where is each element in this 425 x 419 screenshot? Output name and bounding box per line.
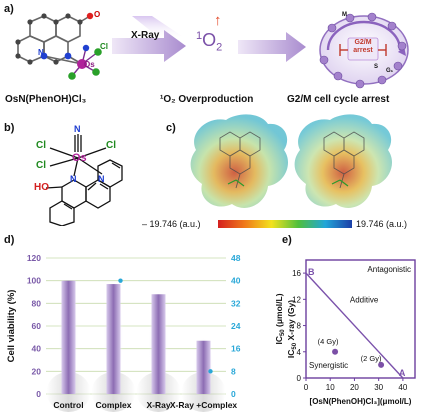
singlet-oxygen-sub: 2 xyxy=(216,41,223,54)
y-axis-label-ic: IC xyxy=(286,350,296,359)
overproduction-caption: ¹O₂ Overproduction xyxy=(160,94,254,105)
y-tick-label: 40 xyxy=(32,344,42,354)
singlet-oxygen: 1O2 xyxy=(196,30,222,54)
panel-b-label: b) xyxy=(4,122,15,134)
x-tick-label: X-Ray +Complex xyxy=(170,400,238,410)
isobologram-chart: 0 10 20 30 40 0 4 8 12 16 B A (4 Gy) (2 Gy) Antagonist… xyxy=(274,259,416,406)
atom-label-o: O xyxy=(94,10,101,19)
y-axis-label-rest: X-ray (Gy) xyxy=(286,300,296,343)
atom-label-cl-upper-left: Cl xyxy=(36,140,46,151)
y2-tick-label: 32 xyxy=(231,298,241,308)
endpoint-a-label: A xyxy=(399,368,406,378)
y2-tick-label: 16 xyxy=(231,344,241,354)
atom-label-cl-left: Cl xyxy=(36,160,46,171)
bar-control xyxy=(61,280,76,394)
y-tick-label: 60 xyxy=(32,321,42,331)
y-tick-label: 0 xyxy=(36,389,41,399)
y-tick-label: 20 xyxy=(32,366,42,376)
y2-tick-label: 48 xyxy=(231,253,241,263)
scale-max-label: 19.746 (a.u.) xyxy=(356,219,408,229)
y-axis-label: Cell viability (%) xyxy=(6,290,17,363)
singlet-oxygen-base: O xyxy=(202,30,217,50)
y2-tick-label: 40 xyxy=(231,276,241,286)
xray-arrow xyxy=(112,16,186,62)
bar-x-ray xyxy=(151,294,166,394)
complex-dot xyxy=(208,369,213,374)
up-arrow-icon: ↑ xyxy=(214,12,222,29)
y2-tick-label: 24 xyxy=(231,321,241,331)
x-axis-label: [OsN(PhenOH)Cl₃](μmol/L) xyxy=(310,397,412,406)
data-point xyxy=(378,361,385,368)
cell-viability-chart: 0 20 40 60 80 100 120 0 8 16 24 32 40 48 Cell viabilit… xyxy=(6,253,241,412)
x-tick-label: 20 xyxy=(350,383,359,392)
x-tick-label: Complex xyxy=(96,400,132,410)
atom-label-n-right: N xyxy=(98,174,105,184)
cell-cycle-arrow xyxy=(238,32,306,62)
secondary-label-ic: IC xyxy=(274,336,284,345)
atom-label-n-left: N xyxy=(70,174,77,184)
atom-label-n-top: N xyxy=(74,124,81,134)
panel-c-label: c) xyxy=(166,122,176,134)
complex-dot xyxy=(118,278,123,283)
panel-e-label: e) xyxy=(282,234,292,246)
scale-min-label: – 19.746 (a.u.) xyxy=(142,219,201,229)
point-label: (4 Gy) xyxy=(318,337,339,346)
x-tick-label: 10 xyxy=(326,383,335,392)
y-tick-label: 120 xyxy=(27,253,41,263)
secondary-label-sub: 50 xyxy=(280,329,286,336)
atom-label-n: N xyxy=(38,48,44,57)
phase-label-m: M xyxy=(342,12,347,18)
x-tick-label: Control xyxy=(53,400,83,410)
additive-line xyxy=(305,272,404,379)
point-label: (2 Gy) xyxy=(361,354,382,363)
y-tick-label: 8 xyxy=(297,322,302,331)
panel-d-label: d) xyxy=(4,234,15,246)
y-tick-label: 100 xyxy=(27,276,41,286)
potential-color-scale xyxy=(218,220,352,228)
xray-label: X-Ray xyxy=(131,30,160,41)
atom-label-ho: HO xyxy=(34,182,49,193)
y-tick-label: 16 xyxy=(292,269,301,278)
y-axis-label-sub: 50 xyxy=(292,342,298,349)
endpoint-b-label: B xyxy=(308,267,315,277)
x-tick-label: 0 xyxy=(304,383,309,392)
y-tick-label: 80 xyxy=(32,298,42,308)
singlet-oxygen-sup: 1 xyxy=(196,30,203,42)
atom-label-cl: Cl xyxy=(100,42,108,51)
y-tick-label: 0 xyxy=(297,374,302,383)
y2-tick-label: 0 xyxy=(231,389,236,399)
x-tick-label: 30 xyxy=(374,383,383,392)
osmium-structure-2d xyxy=(45,134,123,226)
atom-label-cl-upper-right: Cl xyxy=(106,140,116,151)
electrostatic-potential-maps xyxy=(190,114,393,208)
x-tick-label: X-Ray xyxy=(146,400,170,410)
arrest-caption: G2/M cell cycle arrest xyxy=(287,94,390,105)
x-tick-label: 40 xyxy=(398,383,407,392)
secondary-label-rest: (μmol/L) xyxy=(274,293,284,329)
cell-cycle-diagram xyxy=(319,12,409,89)
data-point xyxy=(332,348,339,355)
phase-label-s: S xyxy=(374,64,379,70)
phase-label-g1: G₁ xyxy=(386,68,394,74)
compound-caption: OsN(PhenOH)Cl₃ xyxy=(5,94,87,105)
plot-frame xyxy=(305,259,416,379)
bar-x-ray-complex xyxy=(196,340,211,394)
osmium-ball-stick-model xyxy=(15,12,102,80)
y-tick-label: 4 xyxy=(297,348,302,357)
atom-label-os: Os xyxy=(84,60,95,69)
g2m-arrest-label: G2/M arrest xyxy=(353,39,373,54)
y-tick-label: 12 xyxy=(292,295,301,304)
region-synergistic: Synergistic xyxy=(309,361,348,370)
panel-a-label: a) xyxy=(4,3,14,15)
bar-complex xyxy=(106,284,121,394)
y-axis-label: IC50 X-ray (Gy) xyxy=(286,300,298,358)
atom-label-os-center: Os xyxy=(72,152,87,164)
y2-tick-label: 8 xyxy=(231,366,236,376)
secondary-axis-label: IC50 (μmol/L) xyxy=(274,293,286,344)
region-additive: Additive xyxy=(350,296,379,305)
region-antagonistic: Antagonistic xyxy=(367,265,411,274)
